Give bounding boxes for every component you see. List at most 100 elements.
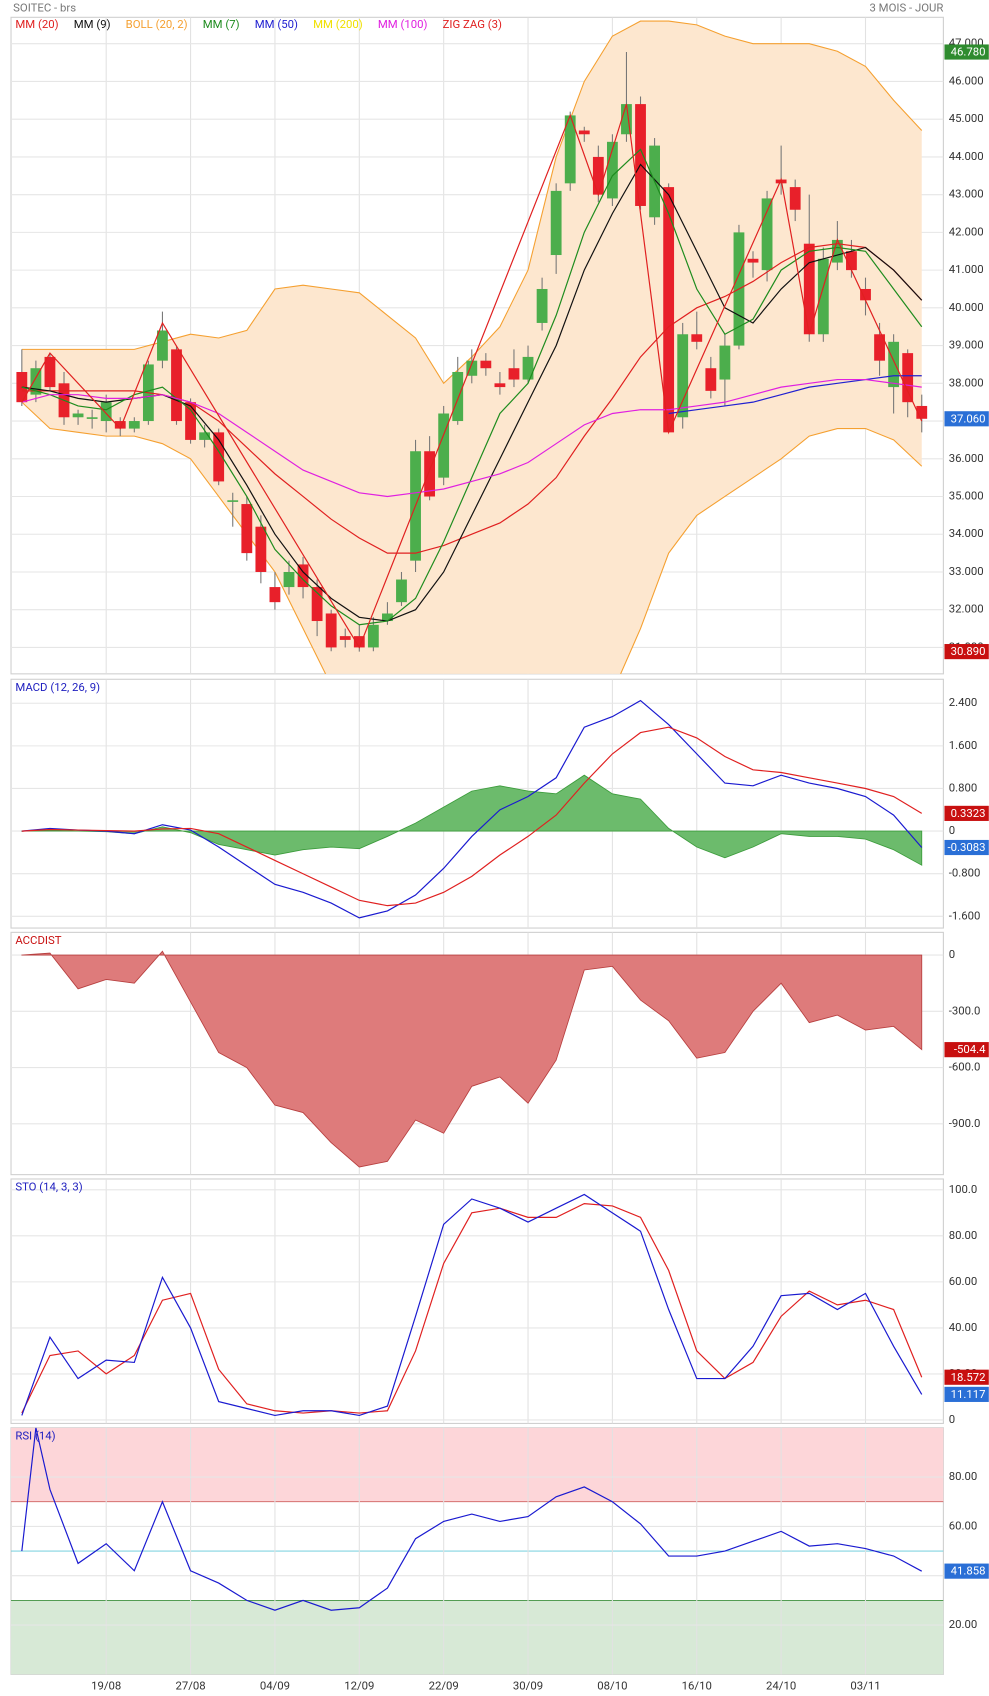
value-marker bbox=[944, 805, 989, 821]
panel-title: RSI (14) bbox=[15, 1428, 55, 1442]
y-tick-label: 60.00 bbox=[949, 1518, 978, 1532]
y-tick-label: 80.00 bbox=[949, 1469, 978, 1483]
candle-body bbox=[803, 243, 815, 335]
y-tick-label: 100.0 bbox=[949, 1182, 978, 1196]
value-marker bbox=[944, 839, 989, 856]
candle-body bbox=[86, 417, 98, 419]
candle-body bbox=[817, 258, 829, 335]
legend-entry: ZIG ZAG (3) bbox=[443, 17, 502, 31]
x-tick-label: 08/10 bbox=[597, 1678, 627, 1692]
legend-entry: MM (100) bbox=[378, 17, 428, 31]
candle-body bbox=[747, 258, 759, 263]
candle-body bbox=[691, 334, 703, 342]
candle-body bbox=[438, 413, 450, 478]
candle-body bbox=[171, 349, 182, 422]
candle-body bbox=[606, 141, 618, 199]
value-marker-label: 0.3323 bbox=[951, 806, 986, 820]
y-tick-label: 44.000 bbox=[949, 149, 984, 163]
value-marker-label: 46.780 bbox=[951, 45, 986, 59]
y-tick-label: -600.0 bbox=[949, 1060, 981, 1074]
x-tick-label: 04/09 bbox=[260, 1678, 290, 1692]
panel-frame bbox=[10, 1178, 944, 1424]
candle-body bbox=[663, 187, 675, 433]
line bbox=[21, 1203, 923, 1414]
candle-body bbox=[199, 432, 211, 440]
value-marker bbox=[944, 1386, 989, 1402]
y-tick-label: 38.000 bbox=[949, 375, 984, 389]
y-tick-label: 0 bbox=[949, 947, 955, 961]
legend-entry: MM (9) bbox=[74, 17, 111, 31]
candle-body bbox=[916, 405, 928, 419]
value-marker-label: -504.4 bbox=[954, 1042, 986, 1056]
y-tick-label: -1.600 bbox=[949, 908, 981, 922]
y-tick-label: 46.000 bbox=[949, 73, 984, 87]
panel-title: ACCDIST bbox=[15, 933, 61, 947]
legend-entry: MM (200) bbox=[313, 17, 363, 31]
zone bbox=[11, 1600, 944, 1675]
y-tick-label: 34.000 bbox=[949, 526, 984, 540]
y-tick-label: 43.000 bbox=[949, 187, 984, 201]
value-marker bbox=[944, 411, 989, 427]
candle-body bbox=[592, 156, 604, 195]
candle-body bbox=[227, 500, 239, 502]
x-tick-label: 27/08 bbox=[175, 1678, 205, 1692]
candle-body bbox=[325, 613, 337, 648]
candle-body bbox=[761, 198, 773, 271]
y-tick-label: 20.00 bbox=[949, 1617, 978, 1631]
value-marker bbox=[944, 1042, 989, 1058]
period: 3 MOIS - JOUR bbox=[869, 1, 943, 15]
panel-title: STO (14, 3, 3) bbox=[15, 1180, 82, 1194]
line bbox=[21, 1193, 923, 1417]
legend-entry: MM (50) bbox=[255, 17, 298, 31]
candle-body bbox=[564, 115, 576, 184]
x-tick-label: 24/10 bbox=[766, 1678, 796, 1692]
candle-body bbox=[311, 587, 323, 622]
candle-body bbox=[888, 341, 900, 388]
plot-area bbox=[11, 17, 944, 674]
value-marker-label: 18.572 bbox=[951, 1370, 986, 1384]
x-tick-label: 12/09 bbox=[344, 1678, 374, 1692]
candle-body bbox=[269, 587, 281, 603]
x-tick-label: 16/10 bbox=[682, 1678, 712, 1692]
legend-entry: MM (7) bbox=[203, 17, 240, 31]
candle-body bbox=[382, 613, 393, 622]
candle-body bbox=[16, 371, 28, 403]
y-tick-label: 60.00 bbox=[949, 1274, 978, 1288]
value-marker-label: 41.858 bbox=[951, 1564, 986, 1578]
candle-body bbox=[677, 334, 689, 418]
value-marker-label: 30.890 bbox=[951, 644, 986, 658]
value-marker bbox=[944, 1563, 989, 1579]
legend-entry: BOLL (20, 2) bbox=[126, 17, 188, 31]
candle-body bbox=[353, 636, 365, 648]
y-tick-label: 40.000 bbox=[949, 300, 984, 314]
y-tick-label: 80.00 bbox=[949, 1228, 978, 1242]
line bbox=[21, 1427, 923, 1611]
value-marker bbox=[944, 644, 989, 660]
chart-title: SOITEC - brs bbox=[13, 1, 76, 15]
candle-body bbox=[860, 288, 871, 301]
y-tick-label: 39.000 bbox=[949, 338, 984, 352]
candle-body bbox=[297, 564, 309, 588]
y-tick-label: 0 bbox=[949, 1412, 955, 1426]
zone bbox=[11, 1427, 944, 1502]
y-tick-label: -900.0 bbox=[949, 1116, 981, 1130]
candle-body bbox=[705, 368, 717, 391]
line bbox=[21, 378, 922, 498]
line bbox=[21, 726, 923, 907]
x-tick-label: 19/08 bbox=[91, 1678, 121, 1692]
candle-body bbox=[30, 368, 42, 395]
candle-body bbox=[424, 451, 436, 497]
candle-body bbox=[522, 356, 534, 380]
candle-body bbox=[185, 402, 196, 440]
plot-area bbox=[11, 1427, 944, 1675]
candle-body bbox=[452, 371, 464, 422]
line bbox=[668, 375, 922, 415]
line bbox=[21, 163, 923, 622]
y-tick-label: 41.000 bbox=[949, 262, 984, 276]
value-marker bbox=[944, 1369, 989, 1385]
candle-body bbox=[367, 624, 379, 648]
legend-entry: MM (20) bbox=[15, 17, 58, 31]
y-tick-label: 0 bbox=[949, 823, 955, 837]
